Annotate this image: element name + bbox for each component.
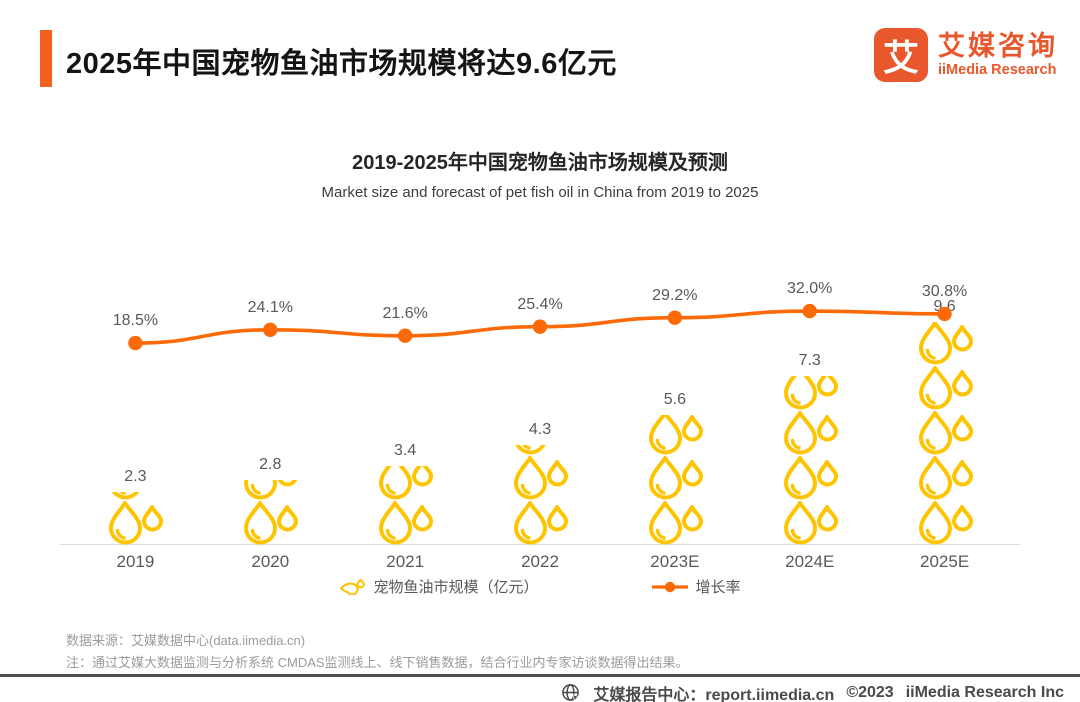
bar-value-label: 4.3 [528, 421, 552, 438]
report-center-link[interactable]: 艾媒报告中心：report.iimedia.cn [593, 687, 835, 702]
oil-drop-icon [244, 480, 298, 500]
oil-drop-icon [918, 456, 973, 500]
oil-drop-icon [515, 445, 546, 455]
legend-item-market-size: 宠物鱼油市规模（亿元） [339, 576, 539, 597]
pictograph-bar-2019 [104, 492, 166, 545]
oil-drop-icon [112, 492, 140, 500]
logo-text: 艾媒咨询 iiMedia Research [938, 31, 1058, 79]
footer-divider [0, 674, 1080, 677]
methodology-note: 注：通过艾媒大数据监测与分析系统 CMDAS监测线上、线下销售数据，结合行业内专… [66, 654, 689, 670]
oil-drop-icon [648, 501, 703, 545]
logo-name-en: iiMedia Research [938, 62, 1057, 78]
line-dot-icon [651, 581, 688, 592]
copyright-text: ©2023 [846, 684, 894, 701]
oil-drop-icon [918, 322, 973, 365]
x-axis-label-2019: 2019 [116, 552, 155, 571]
x-axis-label-2025E: 2025E [920, 552, 970, 571]
growth-rate-label: 29.2% [652, 286, 698, 304]
x-axis-label-2022: 2022 [521, 552, 559, 571]
bar-value-label: 7.3 [798, 352, 821, 369]
chart-notes: 数据来源：艾媒数据中心(data.iimedia.cn) 注：通过艾媒大数据监测… [66, 630, 689, 673]
x-axis-label-2021: 2021 [386, 552, 425, 571]
oil-drop-icon [648, 415, 703, 455]
bar-value-label: 2.3 [124, 468, 147, 485]
line-point [802, 303, 817, 319]
oil-drop-icon [918, 366, 973, 410]
line-point [128, 335, 143, 351]
bar-value-label: 2.8 [259, 456, 282, 473]
growth-rate-label: 24.1% [247, 298, 293, 316]
x-axis-label-2020: 2020 [251, 552, 290, 571]
x-axis-label-2023E: 2023E [650, 552, 700, 571]
x-axis-line [60, 544, 1020, 545]
line-point [667, 310, 683, 325]
oil-drop-icon [783, 411, 838, 455]
oil-drop-icon [379, 466, 434, 500]
pictograph-bar-2022 [509, 445, 571, 545]
bar-value-label: 5.6 [663, 391, 686, 408]
growth-rate-label: 30.8% [921, 282, 968, 300]
oil-drop-icon [379, 501, 434, 545]
oil-drop-icon [783, 501, 838, 545]
pictograph-bar-2021 [374, 466, 436, 545]
bar-value-label: 3.4 [394, 442, 417, 459]
x-axis-label-2024E: 2024E [785, 552, 835, 571]
footer-bar: 艾媒报告中心：report.iimedia.cn ©2023 iiMedia R… [561, 681, 1064, 702]
iimedia-logo: 艾 艾媒咨询 iiMedia Research [874, 28, 1058, 82]
oil-drop-icon [783, 456, 838, 500]
legend-item-growth-rate: 增长率 [651, 576, 741, 597]
oil-drop-icon [918, 411, 973, 455]
growth-rate-label: 21.6% [382, 304, 428, 322]
growth-rate-label: 25.4% [517, 295, 563, 313]
company-name: iiMedia Research Inc [905, 684, 1064, 701]
pictograph-bar-2023E [644, 415, 706, 545]
logo-name-cn: 艾媒咨询 [938, 31, 1058, 61]
oil-drop-icon [648, 456, 703, 500]
chart-subtitle: Market size and forecast of pet fish oil… [321, 184, 759, 201]
chart-legend: 宠物鱼油市规模（亿元） 增长率 [0, 576, 1080, 597]
oil-drop-icon [783, 376, 838, 410]
growth-rate-label: 18.5% [112, 312, 159, 330]
line-point [263, 322, 278, 337]
pictograph-bar-2020 [239, 480, 301, 545]
globe-cursor-icon [562, 684, 582, 702]
data-source-note: 数据来源：艾媒数据中心(data.iimedia.cn) [66, 633, 306, 648]
iimedia-logo-icon: 艾 [874, 28, 928, 82]
chart-title: 2019-2025年中国宠物鱼油市场规模及预测 [352, 152, 728, 174]
oil-drop-icon [244, 501, 299, 545]
title-accent-bar [40, 30, 52, 87]
x-axis-labels: 2019 2020 2021 2022 2023E 2024E 2025E [68, 552, 1012, 572]
pictograph-bar-2025E [914, 322, 976, 545]
legend-market-size-label: 宠物鱼油市规模（亿元） [373, 579, 539, 596]
oil-drop-icon [514, 456, 568, 500]
chart-plot-area: 2.3 2.8 3.4 4.3 5.6 7.3 9.6 18.5% 24.1% 21.6% 25.4… [60, 230, 1020, 545]
oil-drop-icon [340, 578, 366, 595]
oil-drop-icon [109, 501, 164, 545]
pictograph-bar-2024E [779, 376, 841, 545]
line-point [532, 319, 548, 334]
oil-drop-icon [918, 501, 973, 545]
page-title: 2025年中国宠物鱼油市场规模将达9.6亿元 [66, 48, 617, 80]
legend-growth-label: 增长率 [695, 579, 741, 596]
growth-rate-label: 32.0% [787, 280, 833, 298]
line-point [397, 328, 413, 343]
oil-drop-icon [514, 501, 568, 545]
